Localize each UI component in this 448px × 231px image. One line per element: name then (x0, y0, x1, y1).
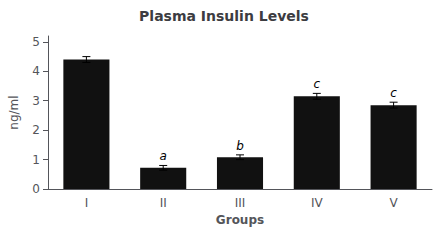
svg-text:0: 0 (32, 182, 40, 196)
svg-text:2: 2 (32, 123, 40, 137)
svg-text:IV: IV (311, 196, 324, 210)
svg-text:Groups: Groups (216, 213, 264, 227)
svg-text:4: 4 (32, 64, 40, 78)
svg-text:c: c (313, 77, 320, 91)
svg-text:III: III (235, 196, 246, 210)
svg-text:II: II (160, 196, 167, 210)
svg-text:ng/ml: ng/ml (7, 95, 21, 129)
svg-text:c: c (390, 86, 397, 100)
svg-text:V: V (389, 196, 398, 210)
svg-text:1: 1 (32, 153, 40, 167)
svg-text:5: 5 (32, 35, 40, 49)
svg-text:I: I (85, 196, 89, 210)
svg-text:a: a (160, 149, 167, 163)
svg-text:Plasma Insulin Levels: Plasma Insulin Levels (139, 8, 309, 24)
svg-text:b: b (236, 139, 244, 153)
svg-text:3: 3 (32, 94, 40, 108)
